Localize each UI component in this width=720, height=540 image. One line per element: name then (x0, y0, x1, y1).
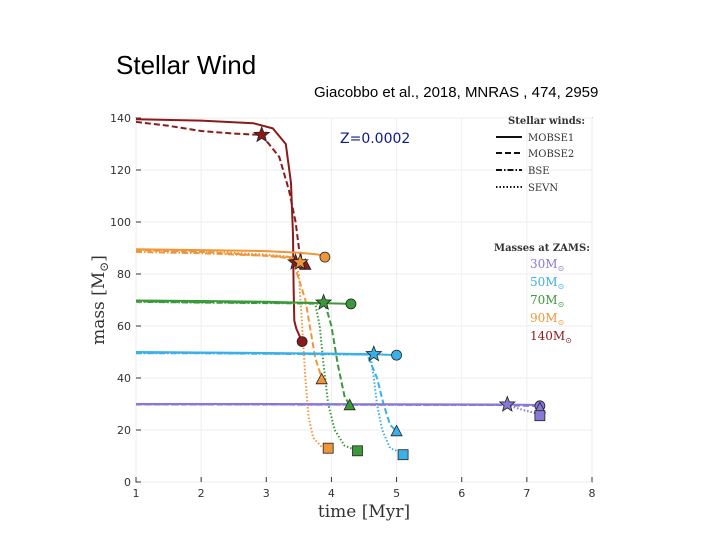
legend-mass-30: 30M⊙ (530, 257, 564, 273)
marker-square-50M (397, 449, 409, 461)
marker-circle-90M (319, 251, 331, 263)
marker-square-70M (352, 445, 363, 457)
y-tick-label: 60 (117, 320, 131, 333)
y-axis-label: mass [M⊙] (89, 255, 111, 345)
y-label-close: ] (89, 255, 109, 262)
x-tick-label: 6 (458, 487, 465, 500)
y-label-sun: ⊙ (97, 262, 111, 272)
y-tick-label: 20 (117, 424, 131, 437)
y-tick-label: 0 (124, 476, 131, 489)
y-tick-label: 120 (110, 164, 131, 177)
y-label-text: mass [M (89, 272, 109, 345)
grid (135, 117, 593, 483)
series-line-70M-dashed (135, 300, 351, 406)
series-line-50M-dotted (135, 351, 404, 455)
x-tick-label: 4 (328, 487, 335, 500)
legend-zams-masses: Masses at ZAMS: 30M⊙ 50M⊙ 70M⊙ 90M⊙ 140M… (494, 243, 590, 345)
x-tick-label: 8 (589, 487, 596, 500)
y-tick-label: 100 (110, 216, 131, 229)
legend-stellar-winds: Stellar winds: MOBSE1 MOBSE2 BSE SEVN (496, 116, 585, 194)
x-tick-label: 2 (198, 487, 205, 500)
legend-mass-70: 70M⊙ (530, 293, 564, 309)
marker-triangle-90M (315, 372, 328, 385)
metallicity-annotation: Z=0.0002 (340, 131, 410, 147)
legend-winds-label: BSE (528, 166, 550, 177)
slide-title: Stellar Wind (116, 50, 257, 80)
legend-masses-title: Masses at ZAMS: (494, 243, 590, 254)
marker-star-30M (498, 395, 516, 412)
series-markers (253, 125, 547, 461)
marker-triangle-50M (390, 424, 403, 437)
legend-mass-140: 140M⊙ (530, 329, 572, 345)
series-line-140M-solid (135, 118, 304, 343)
y-tick-label: 40 (117, 372, 131, 385)
legend-winds-title: Stellar winds: (508, 116, 585, 127)
x-tick-label: 3 (263, 487, 270, 500)
marker-star-90M (291, 253, 309, 270)
marker-triangle-70M (343, 398, 356, 411)
marker-star-140M (253, 125, 271, 143)
series-line-90M-dotted (135, 248, 329, 450)
legend-winds-label: MOBSE2 (528, 149, 574, 160)
x-axis-label: time [Myr] (318, 502, 410, 522)
y-tick-label: 80 (117, 268, 131, 281)
legend-winds-label: MOBSE1 (528, 133, 574, 144)
marker-star-70M (314, 293, 333, 311)
marker-circle-140M (296, 336, 308, 348)
legend-mass-50: 50M⊙ (530, 275, 564, 291)
series-line-90M-dashdot (135, 250, 303, 265)
marker-star-50M (365, 344, 383, 362)
marker-circle-70M (345, 298, 357, 310)
citation: Giacobbo et al., 2018, MNRAS , 474, 2959 (314, 84, 599, 101)
x-tick-label: 5 (393, 487, 400, 500)
plot-frame (135, 117, 593, 483)
legend-mass-90: 90M⊙ (530, 311, 564, 327)
series-line-50M-dashed (135, 351, 398, 433)
marker-square-90M (322, 442, 334, 454)
x-tick-label: 1 (133, 487, 140, 500)
series-line-90M-solid (135, 248, 326, 259)
legend-winds-label: SEVN (528, 183, 558, 194)
x-tick-label: 7 (523, 487, 530, 500)
marker-square-30M (534, 410, 546, 422)
marker-circle-50M (391, 349, 402, 361)
y-tick-label: 140 (110, 112, 131, 125)
